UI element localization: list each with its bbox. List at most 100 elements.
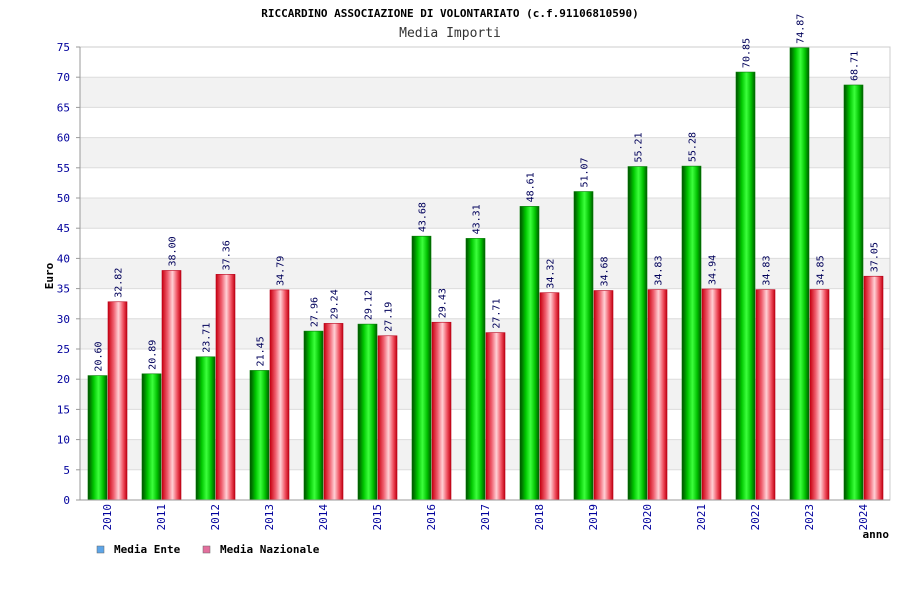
bar-media-ente [249, 370, 270, 501]
bar-media-nazionale [809, 289, 830, 501]
y-tick-label: 65 [57, 101, 70, 114]
bar-media-nazionale [215, 274, 236, 501]
data-label-media-ente: 55.21 [634, 132, 645, 162]
data-label-media-ente: 20.60 [94, 341, 105, 371]
chart-title: RICCARDINO ASSOCIAZIONE DI VOLONTARIATO … [261, 7, 639, 20]
data-label-media-nazionale: 34.83 [654, 256, 665, 286]
bar-media-nazionale [431, 321, 452, 501]
y-tick-label: 70 [57, 71, 70, 84]
bar-media-nazionale [863, 275, 884, 501]
data-label-media-ente: 27.96 [310, 297, 321, 327]
legend: Media Ente Media Nazionale [96, 543, 320, 556]
data-label-media-nazionale: 34.79 [276, 256, 287, 286]
y-tick-label: 55 [57, 162, 70, 175]
data-label-media-nazionale: 29.43 [438, 288, 449, 318]
x-tick-label: 2017 [479, 504, 492, 531]
data-label-media-nazionale: 37.05 [870, 242, 881, 272]
x-tick-label: 2012 [209, 504, 222, 531]
data-label-media-nazionale: 34.68 [600, 256, 611, 286]
legend-label-media-ente: Media Ente [114, 543, 181, 556]
data-label-media-ente: 20.89 [148, 340, 159, 370]
y-tick-label: 45 [57, 222, 70, 235]
x-tick-label: 2013 [263, 504, 276, 531]
data-label-media-nazionale: 34.32 [546, 259, 557, 289]
x-tick-label: 2015 [371, 504, 384, 531]
bar-media-nazionale [377, 335, 398, 501]
y-tick-label: 20 [57, 373, 70, 386]
data-label-media-ente: 21.45 [256, 336, 267, 366]
data-label-media-ente: 55.28 [688, 132, 699, 162]
x-tick-label: 2021 [695, 504, 708, 531]
data-label-media-ente: 70.85 [742, 38, 753, 68]
data-label-media-ente: 51.07 [580, 157, 591, 187]
grid-band [80, 137, 890, 168]
bar-media-nazionale [323, 323, 344, 501]
x-tick-label: 2011 [155, 504, 168, 531]
y-tick-label: 10 [57, 434, 70, 447]
bar-media-ente [87, 375, 108, 501]
bar-media-nazionale [485, 332, 506, 501]
data-label-media-nazionale: 29.24 [330, 289, 341, 319]
grid-band [80, 198, 890, 229]
bar-media-ente [195, 356, 216, 501]
y-tick-label: 40 [57, 252, 70, 265]
data-label-media-nazionale: 38.00 [168, 236, 179, 266]
y-tick-label: 15 [57, 403, 70, 416]
bar-media-ente [465, 238, 486, 501]
data-label-media-nazionale: 34.94 [708, 255, 719, 285]
data-label-media-nazionale: 27.71 [492, 299, 503, 329]
data-label-media-ente: 68.71 [850, 51, 861, 81]
y-tick-label: 50 [57, 192, 70, 205]
data-label-media-ente: 23.71 [202, 323, 213, 353]
data-label-media-ente: 74.87 [796, 14, 807, 44]
bar-media-ente [519, 206, 540, 501]
data-label-media-nazionale: 34.85 [816, 255, 827, 285]
y-tick-label: 5 [63, 464, 70, 477]
y-tick-label: 25 [57, 343, 70, 356]
x-tick-label: 2020 [641, 504, 654, 531]
data-label-media-ente: 48.61 [526, 172, 537, 202]
bar-media-nazionale [701, 288, 722, 501]
x-tick-label: 2023 [803, 504, 816, 531]
x-tick-label: 2010 [101, 504, 114, 531]
y-tick-label: 35 [57, 283, 70, 296]
bar-media-nazionale [593, 290, 614, 501]
y-tick-label: 30 [57, 313, 70, 326]
x-tick-label: 2014 [317, 504, 330, 531]
legend-label-media-nazionale: Media Nazionale [220, 543, 320, 556]
x-axis-label: anno [863, 528, 890, 541]
bar-media-nazionale [269, 289, 290, 501]
bar-media-nazionale [539, 292, 560, 501]
data-label-media-nazionale: 34.83 [762, 256, 773, 286]
bar-media-ente [843, 84, 864, 501]
bar-media-ente [411, 235, 432, 501]
chart-subtitle: Media Importi [399, 26, 501, 41]
bar-media-ente [141, 373, 162, 501]
x-tick-label: 2019 [587, 504, 600, 531]
x-tick-label: 2024 [857, 504, 870, 531]
bar-media-ente [789, 47, 810, 501]
bar-media-nazionale [755, 289, 776, 501]
bar-media-ente [573, 191, 594, 501]
bar-media-ente [627, 166, 648, 501]
bar-media-ente [735, 71, 756, 501]
y-tick-label: 60 [57, 132, 70, 145]
data-label-media-ente: 43.31 [472, 204, 483, 234]
data-label-media-ente: 43.68 [418, 202, 429, 232]
x-axis-ticks: 2010 2011 2012 2013 2014 2015 2016 2017 2018 2019… [101, 504, 870, 531]
data-label-media-nazionale: 32.82 [114, 268, 125, 298]
legend-swatch-media-nazionale [202, 545, 211, 554]
bar-media-nazionale [161, 270, 182, 501]
data-label-media-nazionale: 37.36 [222, 240, 233, 270]
y-tick-label: 0 [63, 494, 70, 507]
bar-media-ente [303, 330, 324, 501]
data-label-media-ente: 29.12 [364, 290, 375, 320]
x-tick-label: 2016 [425, 504, 438, 531]
bar-media-ente [681, 165, 702, 501]
legend-swatch-media-ente [96, 545, 105, 554]
x-tick-label: 2018 [533, 504, 546, 531]
x-tick-label: 2022 [749, 504, 762, 531]
bar-media-nazionale [647, 289, 668, 501]
